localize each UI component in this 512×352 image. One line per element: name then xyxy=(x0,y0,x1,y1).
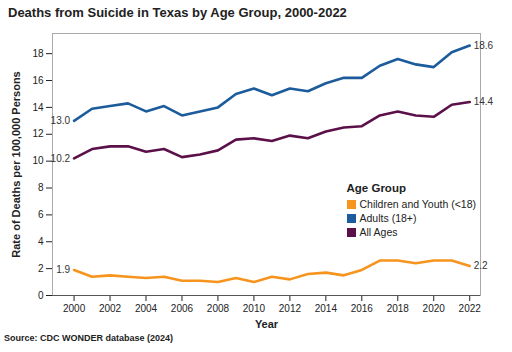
svg-text:2008: 2008 xyxy=(207,303,230,314)
svg-text:10.2: 10.2 xyxy=(51,153,71,164)
svg-text:2002: 2002 xyxy=(99,303,122,314)
svg-text:2006: 2006 xyxy=(171,303,194,314)
svg-text:14.4: 14.4 xyxy=(474,96,494,107)
svg-text:13.0: 13.0 xyxy=(51,115,71,126)
svg-text:4: 4 xyxy=(38,236,44,247)
svg-text:18: 18 xyxy=(32,48,44,59)
svg-text:2016: 2016 xyxy=(351,303,374,314)
html-text:All Ages: All Ages xyxy=(359,226,398,238)
svg-text:16: 16 xyxy=(32,75,44,86)
html-text:Children and Youth (<18): Children and Youth (<18) xyxy=(359,198,476,210)
html-text:Source: CDC WONDER database (2: Source: CDC WONDER database (2024) xyxy=(4,333,173,343)
svg-text:Rate of Deaths per 100,000 Per: Rate of Deaths per 100,000 Persons xyxy=(10,71,22,257)
svg-text:14: 14 xyxy=(32,102,44,113)
svg-text:1.9: 1.9 xyxy=(56,264,70,275)
svg-text:2012: 2012 xyxy=(279,303,302,314)
svg-text:2010: 2010 xyxy=(243,303,266,314)
svg-text:2014: 2014 xyxy=(315,303,338,314)
svg-text:2.2: 2.2 xyxy=(474,260,488,271)
html-text:Adults (18+): Adults (18+) xyxy=(359,212,417,224)
svg-text:2000: 2000 xyxy=(63,303,86,314)
svg-text:10: 10 xyxy=(32,155,44,166)
svg-text:2004: 2004 xyxy=(135,303,158,314)
svg-text:2020: 2020 xyxy=(423,303,446,314)
svg-text:18.6: 18.6 xyxy=(474,40,494,51)
html-text:Age Group: Age Group xyxy=(346,182,406,194)
html-text:Deaths from Suicide in Texas b: Deaths from Suicide in Texas by Age Grou… xyxy=(8,5,347,20)
svg-text:Year: Year xyxy=(255,318,279,330)
svg-text:2: 2 xyxy=(38,263,44,274)
svg-text:0: 0 xyxy=(38,290,44,301)
svg-text:6: 6 xyxy=(38,209,44,220)
svg-text:12: 12 xyxy=(32,128,44,139)
svg-text:2018: 2018 xyxy=(387,303,410,314)
svg-text:8: 8 xyxy=(38,182,44,193)
svg-text:2022: 2022 xyxy=(459,303,482,314)
